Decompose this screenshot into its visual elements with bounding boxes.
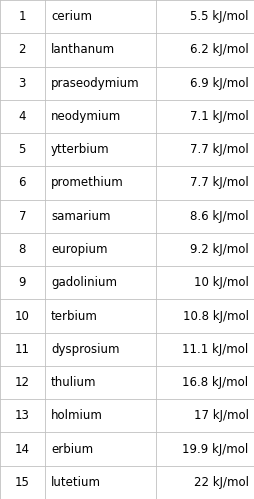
- Text: 8.6 kJ/mol: 8.6 kJ/mol: [189, 210, 248, 223]
- Text: 12: 12: [15, 376, 30, 389]
- Text: 5.5 kJ/mol: 5.5 kJ/mol: [189, 10, 248, 23]
- Text: 11: 11: [15, 343, 30, 356]
- Text: europium: europium: [51, 243, 107, 256]
- Text: praseodymium: praseodymium: [51, 77, 139, 90]
- Text: thulium: thulium: [51, 376, 96, 389]
- Text: 3: 3: [19, 77, 26, 90]
- Text: 15: 15: [15, 476, 30, 489]
- Text: 7.1 kJ/mol: 7.1 kJ/mol: [189, 110, 248, 123]
- Text: 17 kJ/mol: 17 kJ/mol: [193, 409, 248, 422]
- Text: 10 kJ/mol: 10 kJ/mol: [193, 276, 248, 289]
- Text: neodymium: neodymium: [51, 110, 121, 123]
- Text: gadolinium: gadolinium: [51, 276, 117, 289]
- Text: 1: 1: [19, 10, 26, 23]
- Text: 6.2 kJ/mol: 6.2 kJ/mol: [189, 43, 248, 56]
- Text: promethium: promethium: [51, 177, 123, 190]
- Text: dysprosium: dysprosium: [51, 343, 119, 356]
- Text: 22 kJ/mol: 22 kJ/mol: [193, 476, 248, 489]
- Text: 4: 4: [19, 110, 26, 123]
- Text: erbium: erbium: [51, 443, 93, 456]
- Text: 19.9 kJ/mol: 19.9 kJ/mol: [182, 443, 248, 456]
- Text: holmium: holmium: [51, 409, 102, 422]
- Text: 11.1 kJ/mol: 11.1 kJ/mol: [182, 343, 248, 356]
- Text: 10.8 kJ/mol: 10.8 kJ/mol: [182, 309, 248, 322]
- Text: 2: 2: [19, 43, 26, 56]
- Text: 13: 13: [15, 409, 30, 422]
- Text: 16.8 kJ/mol: 16.8 kJ/mol: [182, 376, 248, 389]
- Text: 8: 8: [19, 243, 26, 256]
- Text: 9.2 kJ/mol: 9.2 kJ/mol: [189, 243, 248, 256]
- Text: 6: 6: [19, 177, 26, 190]
- Text: 5: 5: [19, 143, 26, 156]
- Text: ytterbium: ytterbium: [51, 143, 109, 156]
- Text: 14: 14: [15, 443, 30, 456]
- Text: 9: 9: [19, 276, 26, 289]
- Text: lanthanum: lanthanum: [51, 43, 115, 56]
- Text: samarium: samarium: [51, 210, 110, 223]
- Text: 10: 10: [15, 309, 30, 322]
- Text: cerium: cerium: [51, 10, 92, 23]
- Text: 7.7 kJ/mol: 7.7 kJ/mol: [189, 177, 248, 190]
- Text: 7: 7: [19, 210, 26, 223]
- Text: 7.7 kJ/mol: 7.7 kJ/mol: [189, 143, 248, 156]
- Text: lutetium: lutetium: [51, 476, 101, 489]
- Text: 6.9 kJ/mol: 6.9 kJ/mol: [189, 77, 248, 90]
- Text: terbium: terbium: [51, 309, 98, 322]
